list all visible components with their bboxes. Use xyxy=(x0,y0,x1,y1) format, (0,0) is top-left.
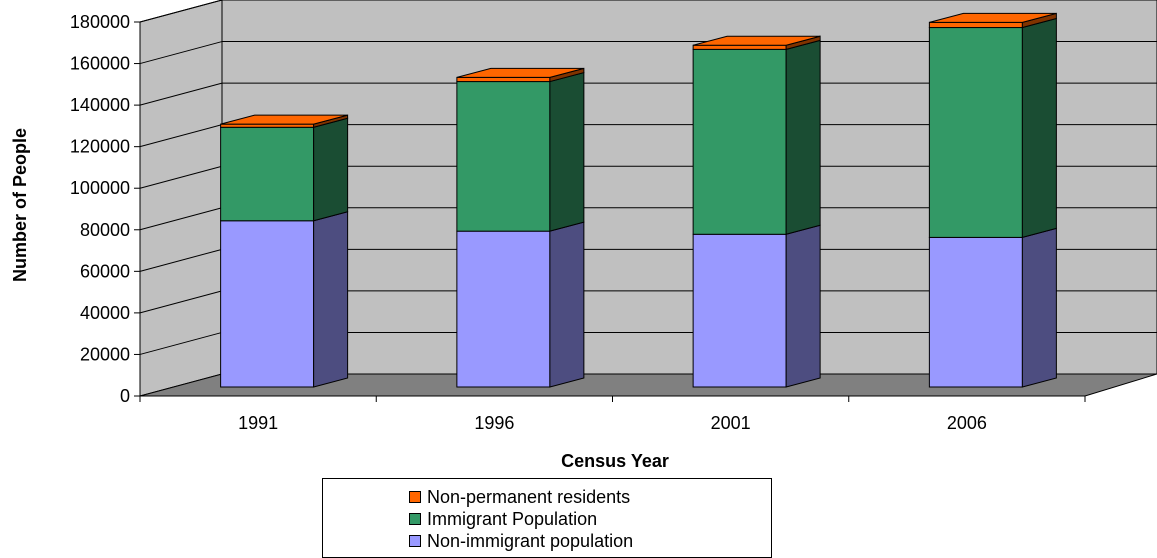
bar-non-immigrant-population-2006 xyxy=(928,236,1023,388)
bar-stack-1991 xyxy=(220,114,349,388)
bar-stack-1996 xyxy=(456,67,585,388)
legend: Non-permanent residents Immigrant Popula… xyxy=(322,478,772,558)
chart-walls xyxy=(139,0,1157,397)
bar-side-non-immigrant-population-2006 xyxy=(1021,227,1057,388)
bar-immigrant-population-2001 xyxy=(692,48,787,235)
legend-label: Non-immigrant population xyxy=(427,531,634,551)
bar-side-non-immigrant-population-2001 xyxy=(785,224,821,388)
bar-immigrant-population-1991 xyxy=(220,126,315,222)
y-tick-label: 160000 xyxy=(70,54,130,74)
bar-top-non-permanent-residents-1996 xyxy=(456,67,585,78)
side-wall xyxy=(139,0,223,397)
y-tick-label: 40000 xyxy=(80,303,130,323)
bar-stack-2001 xyxy=(692,35,821,388)
y-tick-label: 180000 xyxy=(70,12,130,32)
bars xyxy=(220,12,1057,388)
legend-label: Non-permanent residents xyxy=(427,487,631,507)
bar-side-immigrant-population-2006 xyxy=(1021,17,1057,239)
legend-label: Immigrant Population xyxy=(427,509,598,529)
x-tick-label: 2006 xyxy=(947,413,987,433)
y-tick-label: 100000 xyxy=(70,178,130,198)
legend-swatch xyxy=(409,491,421,503)
legend-item-non-immigrant-population: Non-immigrant population xyxy=(409,531,633,551)
bar-side-immigrant-population-2001 xyxy=(785,39,821,235)
bar-side-non-immigrant-population-1991 xyxy=(313,211,349,388)
x-tick-labels: 1991 1996 2001 2006 xyxy=(139,396,1086,433)
y-tick-label: 20000 xyxy=(80,344,130,364)
bar-top-non-permanent-residents-1991 xyxy=(220,114,348,125)
bar-immigrant-population-2006 xyxy=(928,27,1023,238)
legend-item-immigrant-population: Immigrant Population xyxy=(409,509,597,529)
bar-non-permanent-residents-2001 xyxy=(692,44,787,50)
x-tick-label: 1996 xyxy=(474,413,514,433)
grid-line-side xyxy=(139,0,223,23)
bar-non-immigrant-population-1996 xyxy=(456,230,551,388)
bar-immigrant-population-1996 xyxy=(456,81,551,232)
bar-non-permanent-residents-2006 xyxy=(928,21,1023,29)
bar-non-immigrant-population-1991 xyxy=(220,220,315,388)
y-tick-label: 140000 xyxy=(70,95,130,115)
bar-top-non-permanent-residents-2001 xyxy=(692,35,821,46)
grid-line-side xyxy=(139,165,223,189)
bar-side-immigrant-population-1996 xyxy=(549,71,585,232)
grid-line-side xyxy=(139,331,223,355)
bar-side-immigrant-population-1991 xyxy=(313,117,349,222)
bar-side-non-immigrant-population-1996 xyxy=(549,221,585,388)
bar-non-immigrant-population-2001 xyxy=(692,233,787,388)
bar-top-non-permanent-residents-2006 xyxy=(929,12,1057,23)
y-tick-label: 0 xyxy=(120,386,130,406)
bar-non-permanent-residents-1996 xyxy=(456,76,551,83)
y-tick-labels: 0 20000 40000 60000 80000 100000 120000 140000 1… xyxy=(70,12,140,406)
grid-line-side xyxy=(139,124,223,148)
legend-swatch xyxy=(409,535,421,547)
grid-line-side xyxy=(139,41,223,65)
x-tick-label: 2001 xyxy=(711,413,751,433)
grid-line-side xyxy=(139,290,223,314)
x-axis-title: Census Year xyxy=(561,451,669,471)
y-axis-title: Number of People xyxy=(10,128,30,282)
legend-item-non-permanent-residents: Non-permanent residents xyxy=(409,487,630,507)
bar-stack-2006 xyxy=(928,12,1057,388)
legend-swatch xyxy=(409,513,421,525)
y-tick-label: 120000 xyxy=(70,137,130,157)
x-tick-label: 1991 xyxy=(238,413,278,433)
grid-line-side xyxy=(139,207,223,231)
grid-line-side xyxy=(139,82,223,106)
grid-line-side xyxy=(139,248,223,272)
y-tick-label: 80000 xyxy=(80,220,130,240)
y-tick-label: 60000 xyxy=(80,261,130,281)
